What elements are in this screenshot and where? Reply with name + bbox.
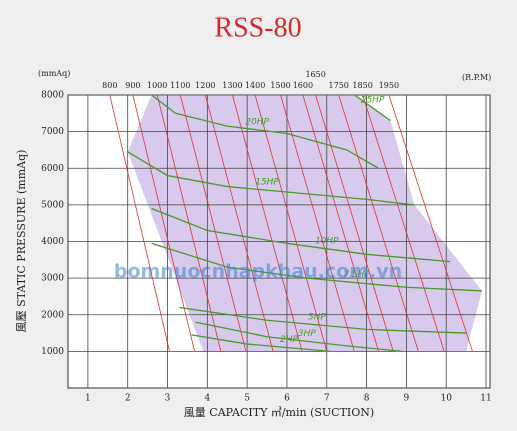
hp-curve	[191, 334, 331, 353]
rpm-label: 1000	[147, 81, 167, 90]
y-unit-label: (mmAq)	[38, 69, 70, 78]
x-tick-label: 8	[364, 394, 370, 404]
y-tick-label: 3000	[41, 274, 64, 284]
rpm-label: 1750	[329, 81, 349, 90]
rpm-line	[179, 94, 247, 352]
rpm-line	[232, 94, 303, 352]
rpm-line	[315, 94, 394, 352]
hp-curve	[354, 94, 391, 122]
y-tick-label: 2000	[41, 310, 64, 320]
x-tick-label: 5	[244, 394, 250, 404]
watermark: bomnuocnhapkhau.com.vn	[114, 261, 402, 283]
rpm-label: 1300	[222, 81, 242, 90]
hp-curve	[179, 306, 467, 334]
rpm-label: 1100	[170, 81, 190, 90]
x-tick-label: 9	[404, 394, 410, 404]
rpm-label: 1400	[245, 81, 265, 90]
hp-label: 5HP	[308, 312, 326, 322]
hp-label: 25HP	[361, 95, 385, 105]
rpm-line	[280, 94, 355, 352]
y-tick-label: 4000	[41, 237, 64, 247]
chart-title: RSS-80	[214, 12, 301, 43]
rpm-label: 800	[102, 81, 117, 90]
x-tick-label: 10	[440, 394, 452, 404]
hp-label: 7.5HP	[343, 270, 370, 280]
y-tick-label: 8000	[41, 91, 64, 101]
rpm-line	[302, 94, 379, 352]
rpm-label: 1200	[195, 81, 215, 90]
rpm-line	[204, 94, 274, 352]
hp-label: 3HP	[298, 329, 316, 339]
y-tick-label: 7000	[41, 127, 64, 137]
operating-region	[127, 95, 483, 352]
x-tick-label: 4	[204, 394, 210, 404]
hp-curve	[127, 151, 415, 206]
rpm-line	[254, 94, 328, 352]
x-tick-label: 2	[125, 394, 131, 404]
rpm-label: 1600	[293, 81, 313, 90]
y-tick-label: 6000	[41, 164, 64, 174]
hp-curve	[151, 207, 451, 263]
hp-curve	[195, 321, 403, 353]
x-tick-label: 6	[284, 394, 290, 404]
rpm-label: 1950	[379, 81, 399, 90]
x-axis-label: 風量 CAPACITY ㎥/min (SUCTION)	[184, 406, 374, 419]
hp-label: 15HP	[255, 178, 279, 188]
hp-curve	[151, 242, 483, 292]
x-tick-label: 7	[324, 394, 330, 404]
x-tick-label: 3	[165, 394, 171, 404]
x-tick-label: 1	[85, 394, 91, 404]
rpm-label: 1850	[352, 81, 372, 90]
hp-label: 20HP	[245, 117, 269, 127]
y-axis-label: 風壓 STATIC PRESSURE (mmAq)	[15, 150, 28, 333]
rpm-label: 1650	[305, 70, 325, 79]
y-tick-label: 1000	[41, 347, 64, 357]
x-tick-label: 11	[480, 394, 491, 404]
rpm-line	[362, 94, 445, 352]
hp-label: 2HP	[280, 335, 298, 345]
y-tick-label: 5000	[41, 200, 64, 210]
rpm-unit-label: (R.P.M)	[462, 73, 491, 82]
rpm-line	[388, 94, 473, 352]
hp-label: 10HP	[315, 236, 339, 246]
rpm-label: 900	[125, 81, 140, 90]
rpm-line	[338, 94, 419, 352]
hp-curve	[151, 94, 379, 169]
rpm-label: 1500	[270, 81, 290, 90]
rpm-line	[109, 94, 170, 352]
